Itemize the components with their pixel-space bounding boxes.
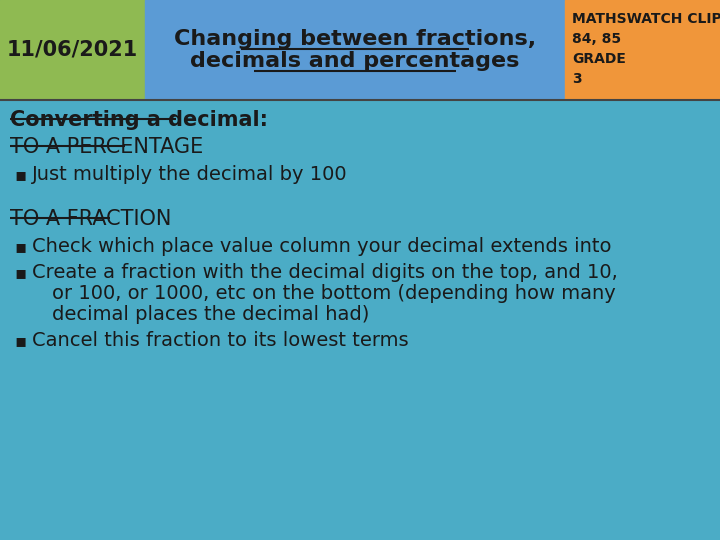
Text: ▪: ▪ [14,166,26,184]
Bar [565,0,720,100]
Text: 11/06/2021: 11/06/2021 [7,40,138,60]
Text: TO A FRACTION: TO A FRACTION [10,209,171,229]
Text: decimal places the decimal had): decimal places the decimal had) [52,305,369,324]
Text: Create a fraction with the decimal digits on the top, and 10,: Create a fraction with the decimal digit… [32,263,618,282]
Text: ▪: ▪ [14,264,26,282]
Text: ▪: ▪ [14,332,26,350]
Text: Cancel this fraction to its lowest terms: Cancel this fraction to its lowest terms [32,331,409,350]
Text: GRADE: GRADE [572,52,626,66]
Text: or 100, or 1000, etc on the bottom (depending how many: or 100, or 1000, etc on the bottom (depe… [52,284,616,303]
Text: Check which place value column your decimal extends into: Check which place value column your deci… [32,237,611,256]
Bar [145,0,565,100]
Text: ▪: ▪ [14,238,26,256]
Text: Changing between fractions,: Changing between fractions, [174,29,536,49]
Text: 3: 3 [572,72,582,86]
Text: TO A PERCENTAGE: TO A PERCENTAGE [10,137,203,157]
Text: Converting a decimal:: Converting a decimal: [10,110,268,130]
Text: MATHSWATCH CLIP: MATHSWATCH CLIP [572,12,720,26]
Text: Just multiply the decimal by 100: Just multiply the decimal by 100 [32,165,348,184]
Text: 84, 85: 84, 85 [572,32,621,46]
Text: decimals and percentages: decimals and percentages [190,51,520,71]
Bar [0,100,720,540]
Bar [0,0,145,100]
